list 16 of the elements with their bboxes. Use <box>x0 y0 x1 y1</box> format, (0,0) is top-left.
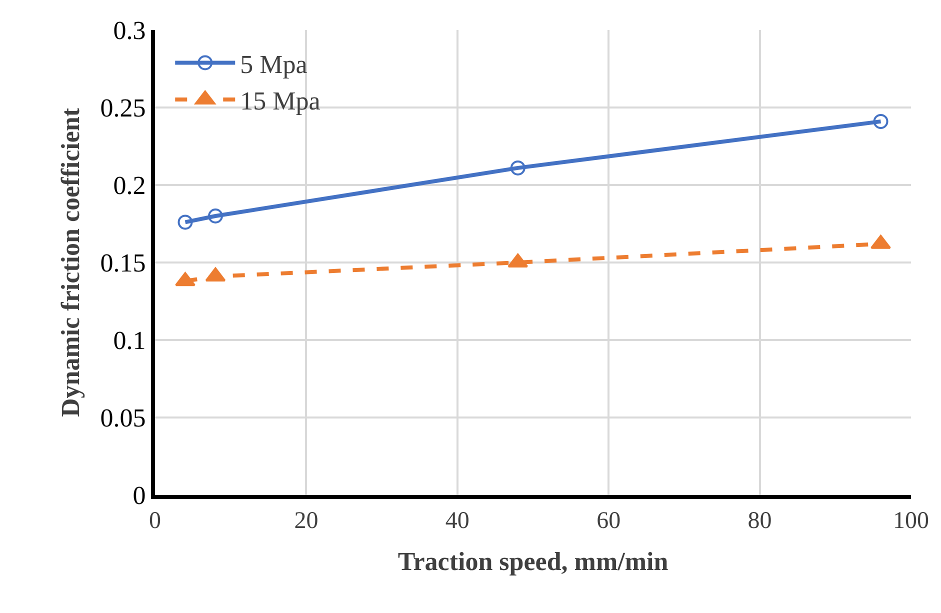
y-tick-label: 0.1 <box>113 326 146 356</box>
x-tick-label: 100 <box>893 508 929 534</box>
y-tick-label: 0 <box>132 481 146 510</box>
x-tick-label: 80 <box>748 508 772 534</box>
y-tick-label: 0.3 <box>113 16 146 46</box>
x-tick-label: 20 <box>294 508 318 534</box>
y-tick-label: 0.25 <box>100 94 146 123</box>
x-tick-label: 40 <box>445 508 470 534</box>
legend-label: 15 Mpa <box>240 86 321 116</box>
x-tick-label: 60 <box>596 508 621 534</box>
legend-label: 5 Mpa <box>240 50 308 79</box>
y-tick-label: 0.2 <box>113 171 146 200</box>
y-axis-title: Dynamic friction coefficient <box>56 108 86 418</box>
y-tick-label: 0.05 <box>100 404 146 433</box>
y-tick-label: 0.15 <box>100 248 146 278</box>
x-axis-title: Traction speed, mm/min <box>398 547 669 576</box>
